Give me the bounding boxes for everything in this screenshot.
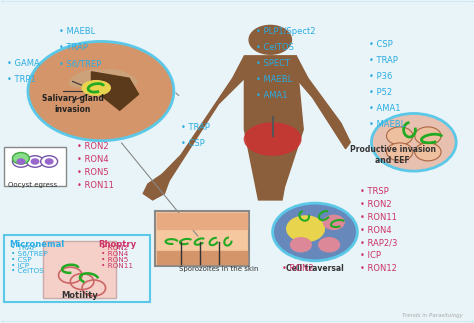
Text: • GAMA: • GAMA bbox=[7, 59, 39, 68]
Text: • ICP: • ICP bbox=[11, 263, 29, 269]
Ellipse shape bbox=[70, 70, 104, 87]
Text: • RON2: • RON2 bbox=[282, 264, 314, 273]
Circle shape bbox=[12, 156, 29, 167]
Text: Productive invasion
and EEF: Productive invasion and EEF bbox=[350, 145, 436, 165]
Text: • RAP2/3: • RAP2/3 bbox=[360, 238, 397, 247]
Text: • CelTOS: • CelTOS bbox=[11, 268, 44, 275]
Text: Cell traversal: Cell traversal bbox=[286, 264, 344, 273]
Text: • AMA1: • AMA1 bbox=[369, 104, 401, 113]
Text: • RON12: • RON12 bbox=[360, 264, 397, 273]
Text: • TRAP: • TRAP bbox=[369, 56, 398, 65]
Circle shape bbox=[46, 159, 53, 164]
Text: • P36: • P36 bbox=[369, 72, 392, 81]
Circle shape bbox=[287, 216, 324, 242]
Text: • TRAP: • TRAP bbox=[58, 43, 87, 52]
FancyBboxPatch shape bbox=[4, 235, 150, 302]
Text: • RON11: • RON11 bbox=[360, 213, 397, 222]
Text: • PLP1/Spect2: • PLP1/Spect2 bbox=[256, 27, 316, 36]
Polygon shape bbox=[296, 56, 350, 149]
Text: • RON2: • RON2 bbox=[101, 245, 128, 251]
Text: • SPECT: • SPECT bbox=[256, 59, 290, 68]
Polygon shape bbox=[91, 72, 138, 110]
Circle shape bbox=[28, 41, 174, 141]
Circle shape bbox=[249, 26, 292, 54]
Text: Oocyst egress: Oocyst egress bbox=[8, 182, 57, 188]
Circle shape bbox=[319, 238, 339, 252]
Ellipse shape bbox=[103, 70, 137, 87]
Circle shape bbox=[273, 203, 357, 261]
Text: • RON11: • RON11 bbox=[101, 263, 133, 269]
Text: • CSP: • CSP bbox=[181, 139, 205, 148]
Text: • RON5: • RON5 bbox=[101, 257, 128, 263]
Text: • TRP1: • TRP1 bbox=[7, 75, 36, 84]
Text: • RON5: • RON5 bbox=[77, 168, 109, 177]
Text: Motility: Motility bbox=[61, 291, 98, 300]
Circle shape bbox=[372, 113, 456, 171]
Polygon shape bbox=[143, 174, 169, 200]
FancyBboxPatch shape bbox=[44, 241, 116, 298]
Circle shape bbox=[31, 159, 39, 164]
Text: • MAEBL: • MAEBL bbox=[58, 27, 95, 36]
Circle shape bbox=[291, 238, 311, 252]
Circle shape bbox=[323, 215, 344, 229]
Circle shape bbox=[41, 156, 58, 167]
Circle shape bbox=[415, 127, 441, 145]
Text: Micronemal: Micronemal bbox=[9, 240, 64, 249]
FancyBboxPatch shape bbox=[155, 211, 249, 266]
Text: • S6/TREP: • S6/TREP bbox=[58, 59, 101, 68]
Text: Salivary gland
invasion: Salivary gland invasion bbox=[42, 94, 104, 114]
Circle shape bbox=[12, 152, 29, 164]
Polygon shape bbox=[162, 56, 245, 181]
Text: • TRSP: • TRSP bbox=[360, 187, 388, 196]
Text: • MAEBL: • MAEBL bbox=[256, 75, 292, 84]
Text: • RON11: • RON11 bbox=[77, 181, 114, 190]
Circle shape bbox=[17, 159, 25, 164]
Text: • CSP: • CSP bbox=[369, 40, 393, 49]
Text: • MAEBL: • MAEBL bbox=[369, 120, 405, 129]
Circle shape bbox=[27, 156, 44, 167]
Polygon shape bbox=[245, 56, 303, 200]
Text: • RON4: • RON4 bbox=[77, 155, 109, 164]
Ellipse shape bbox=[82, 81, 110, 95]
Circle shape bbox=[386, 143, 413, 161]
Text: • AMA1: • AMA1 bbox=[256, 91, 288, 100]
Text: Rhoptry: Rhoptry bbox=[99, 240, 137, 249]
Text: • RON2: • RON2 bbox=[77, 142, 109, 151]
Text: Trends in Parasitology: Trends in Parasitology bbox=[402, 313, 463, 318]
FancyBboxPatch shape bbox=[4, 147, 65, 185]
Text: • ICP: • ICP bbox=[360, 251, 381, 260]
Circle shape bbox=[415, 143, 441, 161]
Text: Sporozoites in the skin: Sporozoites in the skin bbox=[179, 266, 258, 272]
Text: • CSP: • CSP bbox=[11, 257, 32, 263]
Text: • TRAP: • TRAP bbox=[11, 245, 36, 251]
Text: • RON4: • RON4 bbox=[360, 225, 392, 234]
Text: • P52: • P52 bbox=[369, 88, 392, 97]
Text: • CelTOS: • CelTOS bbox=[256, 43, 294, 52]
Text: • TRAP: • TRAP bbox=[181, 123, 210, 132]
Text: • RON2: • RON2 bbox=[360, 200, 392, 209]
Text: • RON4: • RON4 bbox=[101, 251, 128, 257]
Ellipse shape bbox=[245, 123, 301, 155]
Text: • S6/TREP: • S6/TREP bbox=[11, 251, 48, 257]
Circle shape bbox=[386, 127, 413, 145]
